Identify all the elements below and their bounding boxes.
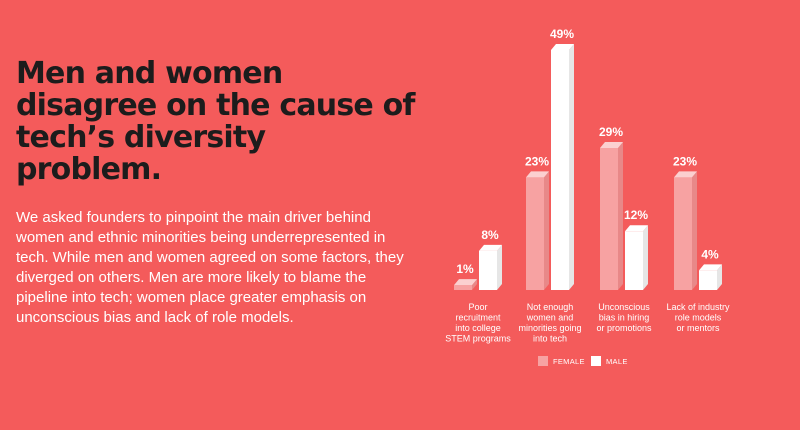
category-label-line: bias in hiring	[599, 313, 650, 323]
bar-side	[569, 44, 574, 290]
category-label-line: STEM programs	[445, 334, 511, 344]
value-label-female-2: 23%	[525, 154, 549, 168]
bar-top	[699, 264, 722, 271]
category-label-1: Poor recruitment into college STEM programs	[445, 302, 511, 344]
headline: Men and women disagree on the cause of t…	[16, 56, 415, 187]
category-label-line: Lack of industry	[666, 302, 730, 312]
value-label-male-3: 12%	[624, 208, 648, 222]
category-label-line: women and	[526, 313, 574, 323]
bar-front	[625, 231, 643, 290]
legend-swatch-female	[538, 356, 548, 366]
bar-female-2	[526, 171, 549, 290]
legend-label-female: FEMALE	[553, 357, 585, 366]
bar-top	[625, 225, 648, 232]
bar-male-2	[551, 44, 574, 290]
bar-female-1	[454, 279, 477, 290]
value-label-female-4: 23%	[673, 154, 697, 168]
bar-side	[692, 171, 697, 290]
bar-side	[717, 264, 722, 290]
bar-female-4	[674, 171, 697, 290]
bar-side	[618, 141, 623, 290]
bar-side	[544, 171, 549, 290]
bar-female-3	[600, 141, 623, 290]
category-label-line: or mentors	[676, 323, 720, 333]
bar-front	[454, 285, 472, 290]
bar-male-4	[699, 264, 722, 290]
category-label-4: Lack of industry role models or mentors	[666, 302, 730, 333]
category-label-line: into college	[455, 323, 501, 333]
value-label-male-1: 8%	[481, 228, 499, 242]
bar-front	[526, 177, 544, 290]
legend-swatch-male	[591, 356, 601, 366]
bar-front	[674, 177, 692, 290]
bar-side	[497, 244, 502, 290]
bar-male-3	[625, 225, 648, 290]
bar-front	[699, 270, 717, 290]
bar-male-1	[479, 244, 502, 290]
bar-front	[551, 50, 569, 290]
category-label-line: minorities going	[518, 323, 581, 333]
bar-front	[600, 147, 618, 290]
bar-top	[526, 171, 549, 178]
category-label-line: Unconscious	[598, 302, 650, 312]
category-label-line: recruitment	[455, 313, 501, 323]
bar-top	[551, 44, 574, 50]
category-label-line: Poor	[468, 302, 487, 312]
category-label-line: or promotions	[596, 323, 652, 333]
value-label-female-1: 1%	[456, 262, 474, 276]
category-label-2: Not enough women and minorities going into …	[518, 302, 581, 344]
category-label-3: Unconscious bias in hiring or promotions	[596, 302, 652, 333]
value-label-male-4: 4%	[701, 247, 719, 261]
value-label-male-2: 49%	[550, 27, 574, 41]
bar-top	[454, 279, 477, 286]
category-label-line: role models	[675, 313, 722, 323]
legend-label-male: MALE	[606, 357, 628, 366]
bar-top	[479, 244, 502, 251]
bar-top	[600, 141, 623, 148]
bar-front	[479, 250, 497, 290]
category-label-line: Not enough	[527, 302, 574, 312]
category-label-line: into tech	[533, 334, 567, 344]
bar-side	[472, 279, 477, 290]
value-label-female-3: 29%	[599, 125, 623, 139]
bar-side	[643, 225, 648, 290]
body-text: We asked founders to pinpoint the main d…	[16, 209, 404, 326]
bar-top	[674, 171, 697, 178]
